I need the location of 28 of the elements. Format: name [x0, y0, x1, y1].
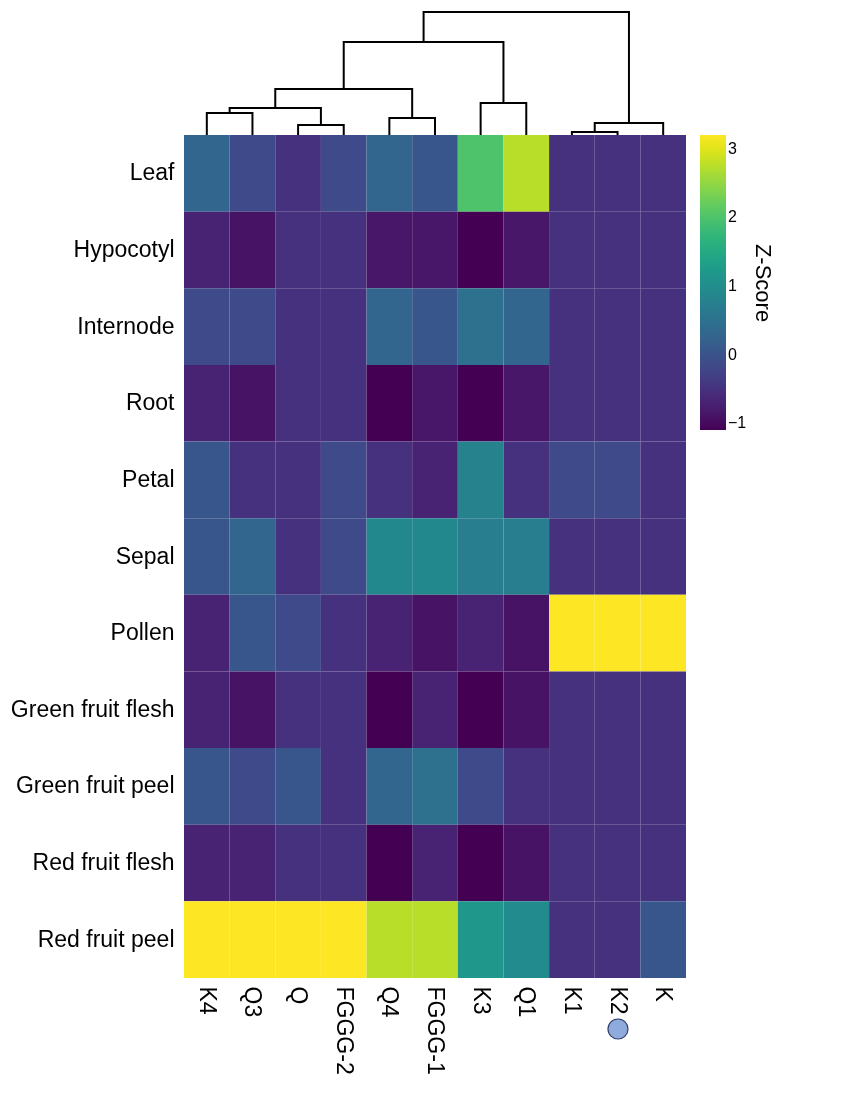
x-tick-label: K1	[559, 986, 586, 1015]
y-tick-label: Sepal	[115, 542, 175, 569]
y-tick-label: Leaf	[129, 159, 176, 186]
y-tick-label: Green fruit peel	[15, 772, 175, 799]
y-tick-label: Root	[125, 389, 176, 416]
x-tick-label: Q	[286, 986, 313, 1005]
x-tick-label: FGGG-1	[423, 986, 449, 1075]
y-tick-label: Green fruit flesh	[10, 695, 175, 722]
x-tick-label: K	[651, 986, 678, 1003]
x-tick-label: K2	[605, 986, 632, 1015]
y-tick-label: Pollen	[110, 619, 175, 646]
color-bar-title: Z-Score	[751, 243, 776, 323]
color-bar-label: 0	[728, 345, 737, 363]
color-bar-label: 2	[728, 208, 737, 226]
y-tick-label: Hypocotyl	[73, 235, 175, 262]
y-tick-label: Red fruit flesh	[32, 849, 175, 876]
x-tick-label: Q4	[377, 986, 404, 1018]
color-bar-label: 3	[728, 139, 737, 157]
x-tick-label: Q1	[514, 986, 541, 1018]
y-tick-label: Red fruit peel	[37, 925, 175, 952]
x-tick-label: K4	[194, 986, 221, 1015]
color-bar-label: 1	[728, 276, 737, 294]
x-tick-label: FGGG-2	[331, 986, 358, 1075]
x-tick-label: K3	[468, 986, 495, 1015]
x-tick-label: Q3	[240, 986, 267, 1018]
y-tick-label: Petal	[122, 465, 175, 492]
color-bar-label: −1	[728, 414, 747, 432]
y-tick-label: Internode	[77, 312, 175, 339]
